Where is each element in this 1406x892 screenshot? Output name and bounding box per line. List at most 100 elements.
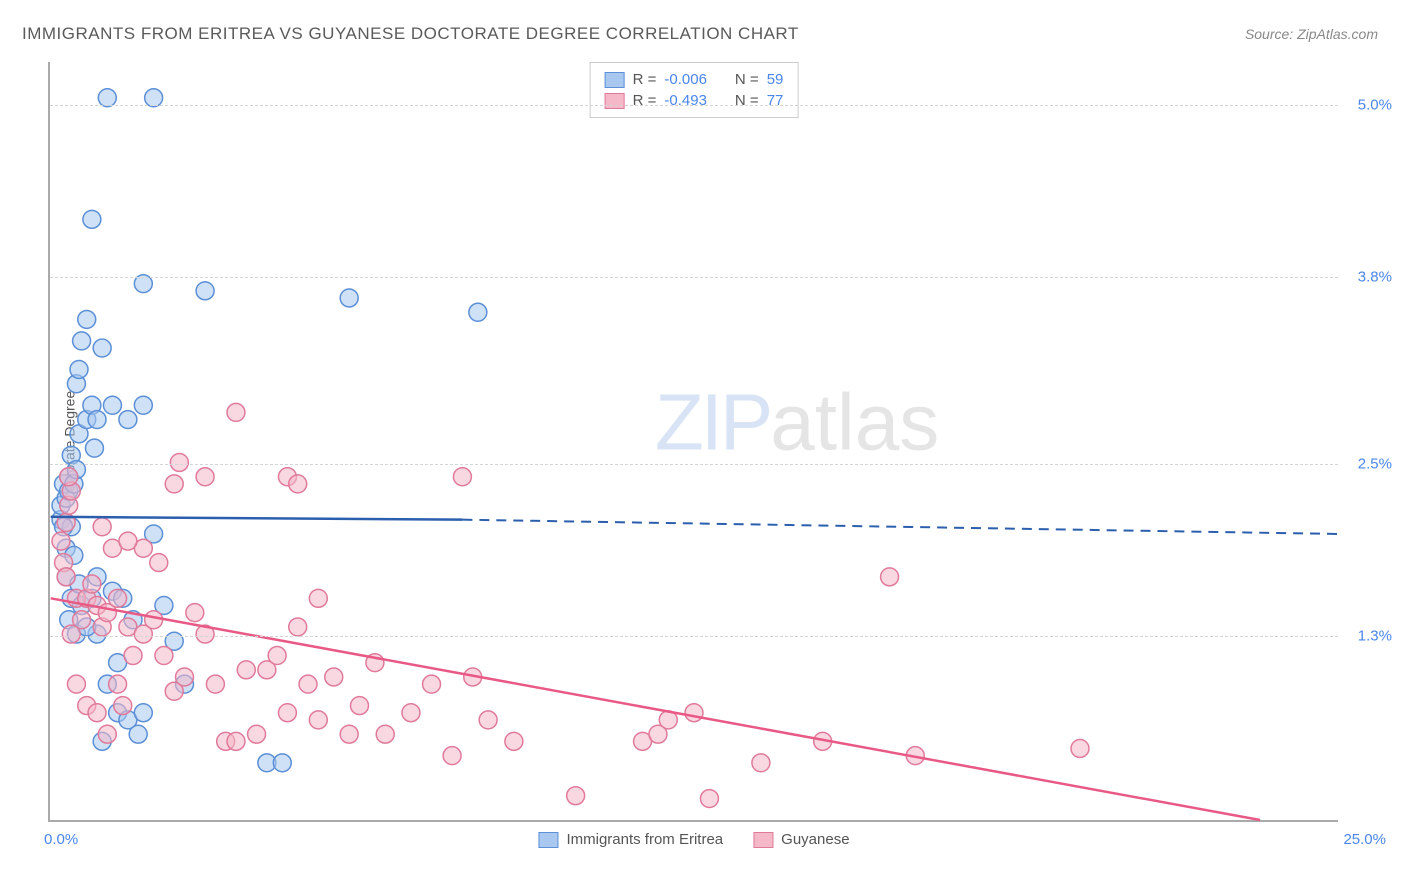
source-citation: Source: ZipAtlas.com	[1245, 26, 1378, 42]
chart-svg	[50, 62, 1338, 820]
scatter-point	[227, 403, 245, 421]
legend-correlation: R = -0.006 N = 59 R = -0.493 N = 77	[590, 62, 799, 118]
scatter-point	[325, 668, 343, 686]
scatter-point	[88, 704, 106, 722]
scatter-point	[505, 732, 523, 750]
legend-item: Guyanese	[753, 831, 849, 848]
scatter-point	[83, 210, 101, 228]
scatter-point	[402, 704, 420, 722]
scatter-point	[145, 611, 163, 629]
scatter-point	[299, 675, 317, 693]
legend-series: Immigrants from Eritrea Guyanese	[538, 831, 849, 848]
scatter-point	[70, 361, 88, 379]
scatter-point	[109, 589, 127, 607]
gridline	[50, 464, 1338, 465]
scatter-point	[248, 725, 266, 743]
scatter-point	[206, 675, 224, 693]
legend-swatch	[605, 72, 625, 88]
scatter-point	[52, 532, 70, 550]
scatter-point	[196, 468, 214, 486]
gridline	[50, 277, 1338, 278]
scatter-point	[685, 704, 703, 722]
scatter-point	[98, 725, 116, 743]
scatter-point	[186, 604, 204, 622]
n-label: N =	[735, 92, 759, 109]
scatter-point	[150, 554, 168, 572]
scatter-point	[109, 675, 127, 693]
scatter-point	[278, 704, 296, 722]
chart-title: IMMIGRANTS FROM ERITREA VS GUYANESE DOCT…	[22, 24, 799, 44]
scatter-point	[289, 475, 307, 493]
scatter-point	[114, 697, 132, 715]
x-tick-min: 0.0%	[44, 831, 78, 848]
scatter-point	[700, 790, 718, 808]
scatter-point	[453, 468, 471, 486]
scatter-point	[309, 589, 327, 607]
y-tick-label: 5.0%	[1358, 97, 1392, 114]
legend-swatch	[753, 832, 773, 848]
scatter-point	[119, 411, 137, 429]
scatter-point	[567, 787, 585, 805]
n-value: 77	[767, 92, 784, 109]
scatter-point	[176, 668, 194, 686]
n-label: N =	[735, 71, 759, 88]
r-value: -0.493	[664, 92, 707, 109]
scatter-point	[155, 647, 173, 665]
scatter-point	[62, 625, 80, 643]
gridline	[50, 636, 1338, 637]
scatter-point	[67, 675, 85, 693]
scatter-point	[273, 754, 291, 772]
scatter-point	[376, 725, 394, 743]
regression-line-dashed	[462, 520, 1337, 534]
r-value: -0.006	[664, 71, 707, 88]
scatter-point	[268, 647, 286, 665]
scatter-point	[881, 568, 899, 586]
scatter-point	[340, 725, 358, 743]
legend-row: R = -0.006 N = 59	[605, 69, 784, 90]
legend-swatch	[538, 832, 558, 848]
scatter-point	[119, 532, 137, 550]
scatter-point	[83, 575, 101, 593]
scatter-point	[227, 732, 245, 750]
legend-item: Immigrants from Eritrea	[538, 831, 723, 848]
scatter-point	[196, 282, 214, 300]
scatter-point	[73, 332, 91, 350]
scatter-point	[129, 725, 147, 743]
scatter-point	[289, 618, 307, 636]
scatter-point	[93, 518, 111, 536]
scatter-point	[351, 697, 369, 715]
n-value: 59	[767, 71, 784, 88]
scatter-point	[443, 747, 461, 765]
scatter-point	[340, 289, 358, 307]
r-label: R =	[633, 92, 657, 109]
plot-area: ZIPatlas R =-0.006N =59R =-0.493N =77 0.…	[48, 62, 1338, 822]
x-tick-max: 25.0%	[1343, 831, 1386, 848]
scatter-point	[134, 704, 152, 722]
scatter-point	[57, 568, 75, 586]
legend-label: Immigrants from Eritrea	[566, 831, 723, 848]
regression-line	[51, 598, 1260, 820]
scatter-point	[469, 303, 487, 321]
scatter-point	[60, 468, 78, 486]
y-tick-label: 3.8%	[1358, 269, 1392, 286]
legend-swatch	[605, 93, 625, 109]
legend-label: Guyanese	[781, 831, 849, 848]
scatter-point	[134, 396, 152, 414]
scatter-point	[88, 411, 106, 429]
scatter-point	[1071, 740, 1089, 758]
r-label: R =	[633, 71, 657, 88]
scatter-point	[93, 339, 111, 357]
scatter-point	[165, 475, 183, 493]
scatter-point	[85, 439, 103, 457]
scatter-point	[103, 396, 121, 414]
y-tick-label: 1.3%	[1358, 627, 1392, 644]
scatter-point	[423, 675, 441, 693]
y-tick-label: 2.5%	[1358, 455, 1392, 472]
regression-line	[51, 517, 463, 520]
scatter-point	[479, 711, 497, 729]
scatter-point	[237, 661, 255, 679]
scatter-point	[309, 711, 327, 729]
legend-row: R = -0.493 N = 77	[605, 90, 784, 111]
scatter-point	[124, 647, 142, 665]
scatter-point	[78, 310, 96, 328]
